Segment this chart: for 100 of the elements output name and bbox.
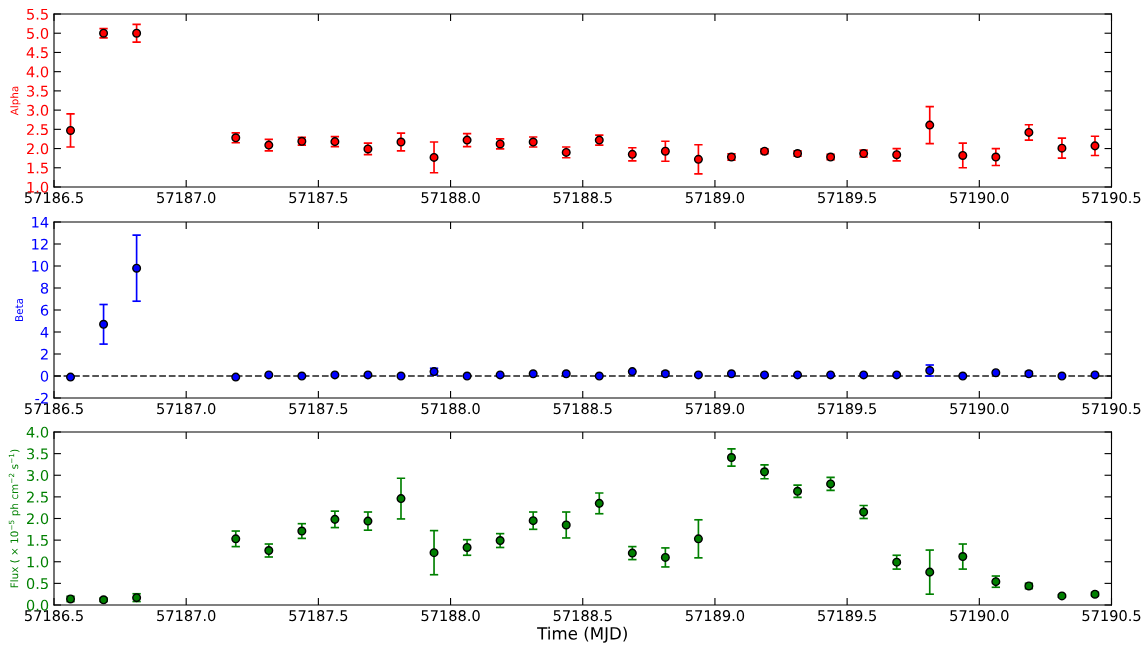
- point: [660, 552, 670, 562]
- point: [528, 516, 538, 526]
- x-tick-label: 57187.0: [157, 403, 216, 415]
- y-tick-label: 6: [40, 304, 49, 316]
- point: [363, 370, 373, 380]
- point: [462, 542, 472, 552]
- point: [462, 371, 472, 381]
- y-tick-label: 14: [32, 216, 49, 228]
- y-tick-label: 2.0: [27, 513, 49, 525]
- y-tick-label: 3.0: [27, 469, 49, 481]
- point: [495, 370, 505, 380]
- x-tick-label: 57189.5: [818, 192, 876, 204]
- point: [925, 120, 935, 130]
- x-tick-label: 57190.0: [950, 610, 1009, 622]
- x-tick-label: 57190.0: [950, 192, 1009, 204]
- y-tick-label: 3.5: [27, 85, 48, 97]
- x-tick-label: 57187.5: [289, 192, 348, 204]
- point: [297, 371, 307, 381]
- point: [231, 534, 241, 544]
- point: [561, 369, 571, 379]
- point: [726, 453, 736, 463]
- y-tick-label: 5.0: [27, 27, 49, 39]
- point: [925, 567, 935, 577]
- x-tick-label: 57188.5: [553, 610, 612, 622]
- x-tick-label: 57187.0: [157, 192, 216, 204]
- point: [991, 152, 1001, 162]
- x-tick-label: 57190.0: [950, 403, 1009, 415]
- x-tick-label: 57189.5: [818, 403, 876, 415]
- y-tick-label: 4.0: [26, 66, 49, 78]
- x-tick-label: 57189.0: [685, 192, 745, 204]
- point: [363, 516, 373, 526]
- x-tick-label: 57190.5: [1082, 403, 1141, 415]
- x-tick-label: 57187.0: [157, 610, 216, 622]
- point: [1090, 141, 1100, 151]
- x-tick-label: 57190.5: [1082, 192, 1141, 204]
- x-tick-label: 57188.5: [553, 192, 612, 204]
- x-tick-label: 57189.5: [818, 610, 876, 622]
- point: [429, 152, 439, 162]
- point: [66, 372, 76, 382]
- y-tick-label: 4: [40, 326, 49, 338]
- point: [693, 370, 703, 380]
- point: [132, 263, 142, 273]
- x-tick-label: 57186.5: [24, 610, 83, 622]
- point: [132, 28, 142, 38]
- x-tick-label: 57188.5: [553, 403, 612, 415]
- x-tick-label: 57188.0: [421, 403, 480, 415]
- point: [561, 520, 571, 530]
- point: [958, 150, 968, 160]
- point: [330, 370, 340, 380]
- point: [594, 498, 604, 508]
- point: [231, 372, 241, 382]
- point: [528, 369, 538, 379]
- y-axis-title: Beta: [15, 298, 24, 321]
- point: [991, 368, 1001, 378]
- y-tick-label: 1.0: [27, 181, 49, 193]
- y-tick-label: 10: [32, 260, 49, 272]
- y-tick-label: 12: [32, 238, 48, 250]
- point: [859, 370, 869, 380]
- point: [693, 534, 703, 544]
- y-tick-label: 0.5: [26, 578, 48, 590]
- y-tick-label: 1.0: [27, 556, 49, 568]
- point: [396, 371, 406, 381]
- point: [693, 154, 703, 164]
- point: [793, 370, 803, 380]
- point: [330, 514, 340, 524]
- point: [627, 367, 637, 377]
- point: [429, 548, 439, 558]
- x-tick-label: 57187.5: [289, 403, 348, 415]
- point: [495, 536, 505, 546]
- point: [958, 552, 968, 562]
- y-tick-label: 5.5: [27, 8, 48, 20]
- y-tick-label: 2.5: [27, 491, 48, 503]
- x-tick-label: 57189.0: [685, 610, 745, 622]
- point: [1024, 127, 1034, 137]
- point: [759, 370, 770, 380]
- y-tick-label: 0: [40, 370, 49, 382]
- point: [1090, 370, 1100, 380]
- x-tick-label: 57187.5: [289, 610, 348, 622]
- point: [66, 125, 76, 136]
- y-tick-label: 1.5: [27, 535, 48, 546]
- x-tick-label: 57186.5: [24, 403, 83, 415]
- x-tick-label: 57186.5: [24, 192, 83, 204]
- point: [396, 137, 406, 147]
- point: [99, 319, 109, 329]
- x-axis-title: Time (MJD): [537, 626, 627, 643]
- point: [264, 370, 274, 380]
- y-tick-label: 4.0: [26, 426, 49, 438]
- point: [958, 371, 968, 381]
- point: [892, 370, 902, 380]
- y-tick-label: 3.5: [27, 448, 48, 460]
- y-axis-title: Flux ( × 10$^{−5}$ ph cm$^{−2}$ s$^{−1}$): [8, 449, 21, 588]
- y-axis-title: Alpha: [10, 86, 21, 116]
- point: [660, 146, 670, 156]
- y-tick-label: 2: [40, 348, 48, 360]
- point: [594, 371, 604, 381]
- point: [297, 526, 307, 536]
- y-tick-label: 2.5: [27, 124, 48, 136]
- point: [726, 369, 736, 379]
- x-tick-label: 57188.0: [421, 192, 480, 204]
- point: [1057, 371, 1067, 381]
